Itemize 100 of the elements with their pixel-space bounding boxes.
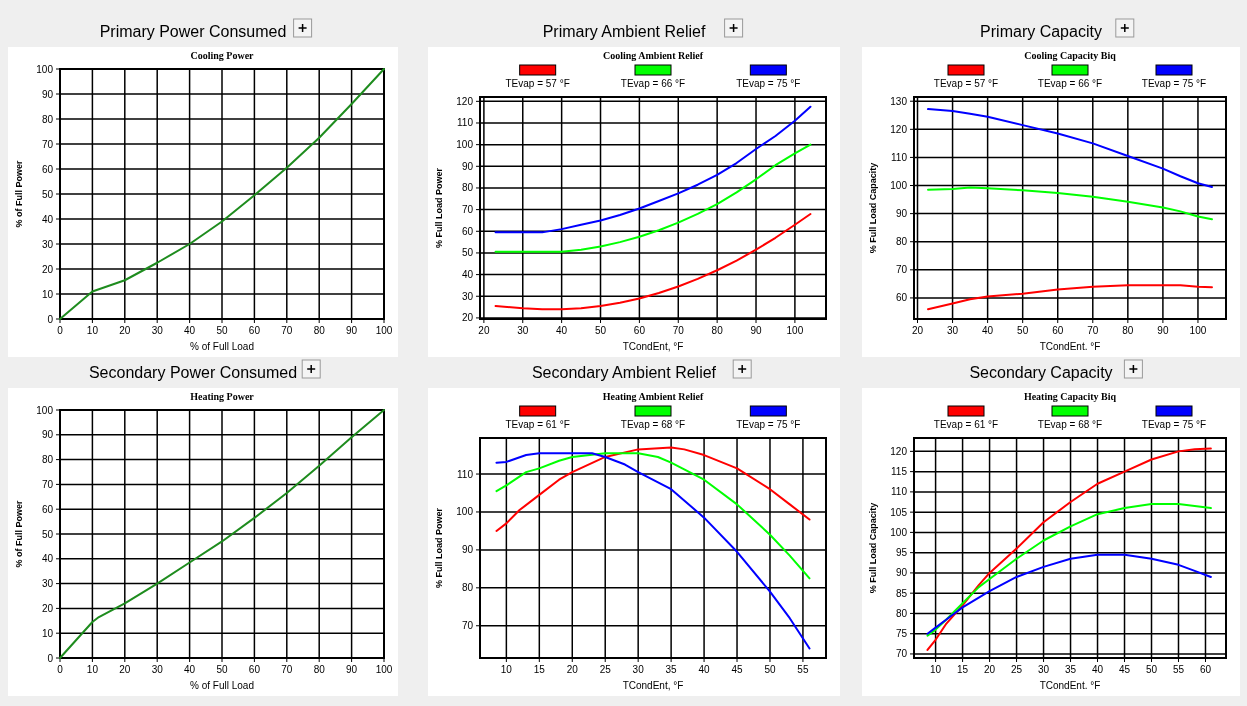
line-series: [927, 284, 1213, 311]
line-series: [495, 452, 811, 580]
x-tick-label: 30: [1037, 664, 1050, 675]
y-tick-label: 60: [41, 503, 54, 515]
x-tick-label: 30: [632, 664, 645, 675]
legend-label: TEvap = 75 °F: [1141, 419, 1207, 430]
x-tick-label: 90: [346, 325, 358, 336]
x-tick-label: 70: [281, 325, 293, 336]
y-tick-label: 10: [41, 627, 54, 639]
y-tick-label: 0: [47, 313, 54, 325]
x-tick-label: 30: [151, 664, 164, 675]
y-tick-label: 0: [47, 652, 54, 664]
line-series: [926, 447, 1212, 651]
x-tick-label: 35: [1064, 664, 1077, 675]
y-tick-label: 40: [41, 553, 54, 565]
x-tick-label: 60: [633, 325, 646, 336]
x-tick-label: 60: [1052, 325, 1064, 336]
legend-label: TEvap = 75 °F: [736, 78, 801, 89]
x-axis-title: TCondEnt, °F: [622, 341, 684, 352]
chart-subtitle: Cooling Capacity Biq: [1024, 50, 1117, 61]
chart-subtitle: Heating Ambient Relief: [602, 391, 704, 402]
x-tick-label: 0: [57, 325, 64, 336]
legend-label: TEvap = 57 °F: [505, 78, 570, 89]
chart-title: Primary Capacity: [980, 23, 1102, 40]
y-tick-label: 130: [890, 95, 908, 107]
x-tick-label: 25: [1011, 664, 1023, 675]
x-tick-label: 60: [248, 325, 261, 336]
x-tick-label: 20: [478, 325, 490, 336]
x-tick-label: 15: [533, 664, 546, 675]
line-series: [927, 108, 1213, 188]
y-tick-label: 30: [41, 238, 54, 250]
x-tick-label: 30: [151, 325, 164, 336]
y-tick-label: 85: [895, 587, 908, 599]
legend-label: TEvap = 57 °F: [933, 78, 999, 89]
x-tick-label: 55: [1172, 664, 1185, 675]
legend-label: TEvap = 68 °F: [620, 419, 686, 430]
line-series: [59, 409, 385, 659]
x-tick-label: 40: [698, 664, 711, 675]
chart-subtitle: Cooling Power: [190, 50, 255, 61]
y-tick-label: 70: [895, 264, 908, 276]
x-tick-label: 20: [984, 664, 996, 675]
x-tick-label: 90: [750, 325, 763, 336]
x-axis-title: TCondEnt, °F: [622, 680, 684, 691]
line-series: [495, 452, 811, 650]
x-tick-label: 35: [665, 664, 678, 675]
y-tick-label: 60: [41, 163, 54, 175]
x-axis-title: % of Full Load: [190, 341, 254, 352]
chart-title: Secondary Ambient Relief: [531, 364, 717, 381]
x-tick-label: 100: [375, 325, 393, 336]
x-tick-label: 55: [797, 664, 809, 675]
x-tick-label: 45: [731, 664, 744, 675]
y-axis-title: % Full Load Power: [434, 167, 444, 249]
x-tick-label: 70: [281, 664, 293, 675]
legend-label: TEvap = 75 °F: [1141, 78, 1207, 89]
y-tick-label: 100: [890, 180, 908, 192]
y-tick-label: 30: [461, 290, 474, 302]
y-tick-label: 20: [41, 602, 54, 614]
x-tick-label: 10: [500, 664, 513, 675]
y-tick-label: 70: [895, 648, 908, 660]
x-tick-label: 100: [1189, 325, 1207, 336]
x-tick-label: 40: [982, 325, 994, 336]
y-tick-label: 50: [41, 188, 54, 200]
y-axis-title: % Full Load Capacity: [868, 162, 878, 254]
line-series: [494, 105, 812, 234]
line-series: [495, 446, 811, 532]
legend-label: TEvap = 66 °F: [620, 78, 686, 89]
y-tick-label: 40: [461, 269, 474, 281]
x-tick-label: 50: [216, 664, 228, 675]
x-tick-label: 50: [764, 664, 776, 675]
y-tick-label: 90: [461, 544, 474, 556]
legend-label: TEvap = 68 °F: [1037, 419, 1103, 430]
x-tick-label: 20: [119, 664, 131, 675]
x-tick-label: 60: [248, 664, 261, 675]
x-tick-label: 50: [216, 325, 228, 336]
x-tick-label: 0: [57, 664, 64, 675]
x-tick-label: 100: [375, 664, 393, 675]
y-axis-title: % of Full Power: [14, 500, 24, 568]
x-tick-label: 50: [1017, 325, 1029, 336]
y-tick-label: 100: [36, 63, 54, 75]
x-tick-label: 30: [947, 325, 959, 336]
y-axis-title: % Full Load Capacity: [868, 502, 878, 594]
y-tick-label: 80: [41, 454, 54, 466]
y-tick-label: 120: [456, 95, 474, 107]
chart-subtitle: Heating Capacity Biq: [1023, 391, 1117, 402]
y-tick-label: 50: [461, 247, 474, 259]
y-axis-title: % Full Load Power: [434, 507, 444, 589]
x-tick-label: 20: [566, 664, 579, 675]
y-tick-label: 90: [895, 208, 908, 220]
y-tick-label: 30: [41, 578, 54, 590]
legend-label: TEvap = 66 °F: [1037, 78, 1103, 89]
y-tick-label: 105: [890, 506, 908, 518]
line-series: [59, 68, 385, 320]
x-tick-label: 20: [911, 325, 924, 336]
y-axis-title: % of Full Power: [14, 160, 24, 228]
y-tick-label: 60: [461, 225, 474, 237]
x-tick-label: 80: [313, 664, 326, 675]
y-tick-label: 80: [41, 113, 54, 125]
x-tick-label: 60: [1199, 664, 1212, 675]
x-tick-label: 40: [184, 325, 196, 336]
y-tick-label: 90: [41, 88, 54, 100]
